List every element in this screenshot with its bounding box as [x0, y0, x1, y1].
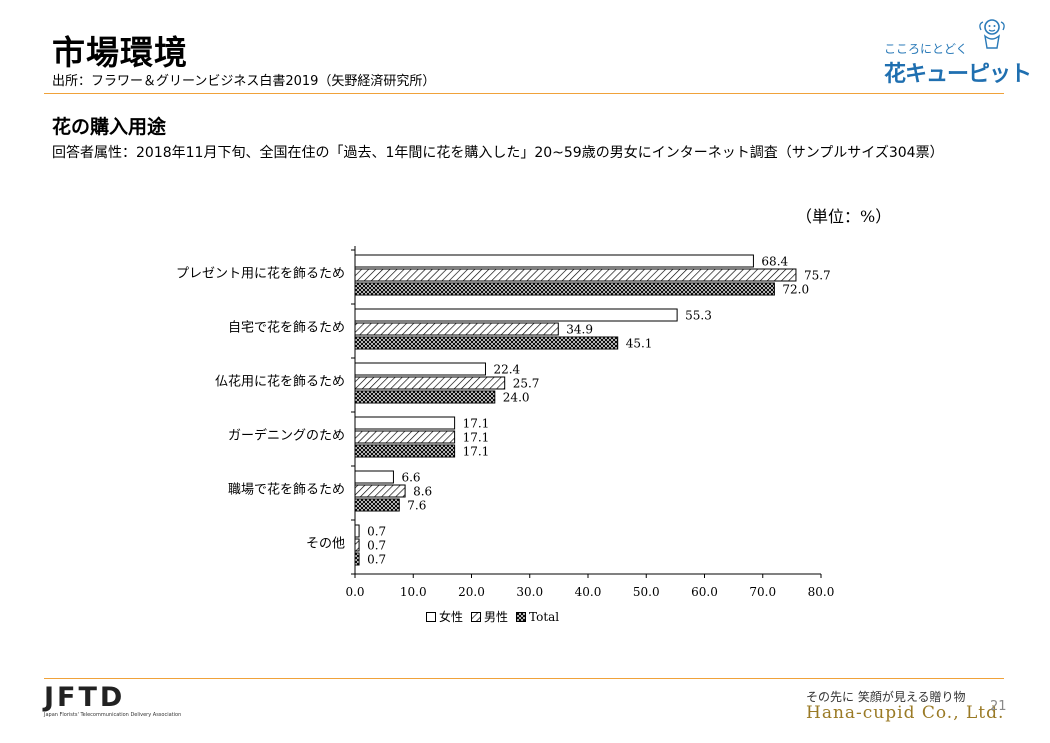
bar-total-workplace — [354, 498, 400, 512]
cupid-mascot-icon — [979, 19, 1005, 49]
bar-total-present — [354, 282, 775, 296]
bar-female-gardening — [354, 416, 456, 430]
category-label-buddhist-altar: 仏花用に花を飾るため — [215, 374, 345, 390]
jftd-subtitle: Japan Florists' Telecommunication Delive… — [44, 712, 182, 718]
logo-tagline: こころにとどく — [884, 42, 968, 56]
legend-label-female: 女性 — [439, 610, 464, 624]
data-label-female-buddhist-altar: 22.4 — [493, 363, 520, 377]
page-title: 市場環境 — [52, 33, 188, 72]
jftd-logo: JFTD Japan Florists' Telecommunication D… — [44, 682, 181, 722]
data-label-total-other: 0.7 — [367, 553, 386, 567]
legend-label-total: Total — [529, 609, 560, 624]
bar-female-other — [354, 524, 360, 538]
bar-male-present — [354, 268, 797, 282]
data-label-male-present: 75.7 — [804, 269, 831, 283]
x-tick-label: 0.0 — [345, 585, 364, 599]
data-label-male-workplace: 8.6 — [413, 485, 432, 499]
bar-female-home — [354, 308, 678, 322]
legend-swatch-male — [471, 611, 482, 622]
data-label-male-buddhist-altar: 25.7 — [513, 377, 540, 391]
jftd-wordmark: JFTD — [44, 682, 126, 713]
unit-label: （単位：%） — [796, 207, 892, 226]
company-name: Hana-cupid Co., Ltd. — [806, 703, 1005, 723]
data-label-male-gardening: 17.1 — [463, 431, 490, 445]
source-note: 出所：フラワー＆グリーンビジネス白書2019（矢野経済研究所） — [52, 74, 436, 89]
x-tick-label: 10.0 — [400, 585, 427, 599]
data-label-total-gardening: 17.1 — [463, 445, 490, 459]
logo-name: 花キューピット — [884, 62, 1032, 87]
bar-female-buddhist-altar — [354, 362, 486, 376]
bar-total-home — [354, 336, 619, 350]
bar-total-other — [354, 552, 360, 566]
bar-male-workplace — [354, 484, 406, 498]
legend-item-male: 男性 — [471, 608, 508, 625]
footer-tagline: その先に 笑顔が見える贈り物 — [806, 690, 966, 704]
data-label-female-other: 0.7 — [367, 525, 386, 539]
bar-female-workplace — [354, 470, 394, 484]
legend-swatch-female — [426, 611, 436, 622]
legend-item-female: 女性 — [426, 608, 463, 625]
footer-divider — [44, 678, 1004, 679]
data-label-total-buddhist-altar: 24.0 — [503, 391, 530, 405]
data-label-female-present: 68.4 — [761, 255, 788, 269]
data-label-total-home: 45.1 — [626, 337, 653, 351]
x-tick-label: 80.0 — [808, 585, 835, 599]
data-label-male-home: 34.9 — [566, 323, 593, 337]
x-tick-label: 70.0 — [749, 585, 776, 599]
bar-total-gardening — [354, 444, 456, 458]
bar-male-gardening — [354, 430, 456, 444]
x-tick-label: 50.0 — [633, 585, 660, 599]
bar-male-buddhist-altar — [354, 376, 506, 390]
section-title: 花の購入用途 — [52, 116, 167, 138]
bar-male-home — [354, 322, 559, 336]
category-label-present: プレゼント用に花を飾るため — [176, 266, 345, 282]
header-divider — [44, 93, 1004, 94]
chart-legend: 女性 男性 Total — [426, 608, 559, 625]
legend-item-total: Total — [516, 610, 559, 624]
data-label-total-workplace: 7.6 — [407, 499, 426, 513]
x-tick-label: 30.0 — [516, 585, 543, 599]
bar-total-buddhist-altar — [354, 390, 496, 404]
legend-label-male: 男性 — [484, 610, 509, 624]
page-number: 21 — [990, 699, 1007, 714]
category-label-other: その他 — [306, 537, 345, 552]
bar-male-other — [354, 538, 360, 552]
brand-logo: こころにとどく 花キューピット — [884, 16, 1032, 88]
legend-swatch-total — [516, 611, 527, 622]
data-label-female-home: 55.3 — [685, 309, 712, 323]
data-label-total-present: 72.0 — [782, 283, 809, 297]
respondent-note: 回答者属性：2018年11月下旬、全国在住の「過去、1年間に花を購入した」20~… — [52, 145, 944, 161]
data-label-female-workplace: 6.6 — [401, 471, 420, 485]
data-label-male-other: 0.7 — [367, 539, 386, 553]
category-label-workplace: 職場で花を飾るため — [228, 482, 345, 498]
x-tick-label: 40.0 — [575, 585, 602, 599]
x-tick-label: 60.0 — [691, 585, 718, 599]
data-label-female-gardening: 17.1 — [463, 417, 490, 431]
bar-female-present — [354, 254, 754, 268]
purchase-purpose-chart: 0.0 10.0 20.0 30.0 40.0 50.0 60.0 70.0 80.0 プレゼント… — [176, 246, 835, 599]
category-label-home: 自宅で花を飾るため — [228, 320, 345, 336]
category-label-gardening: ガーデニングのため — [228, 428, 345, 444]
x-tick-label: 20.0 — [458, 585, 485, 599]
